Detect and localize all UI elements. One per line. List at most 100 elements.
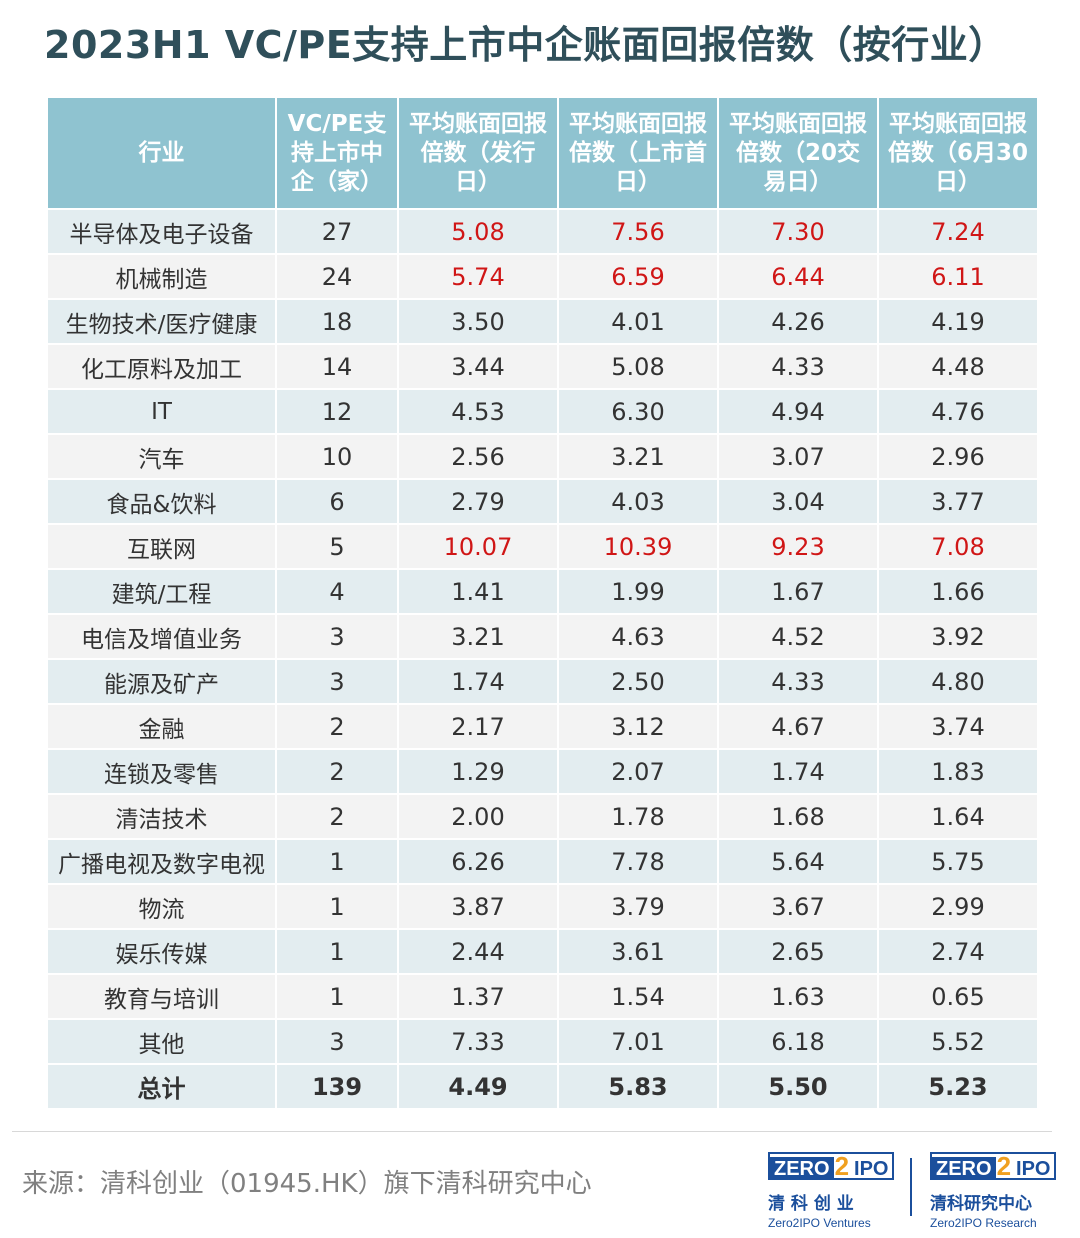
return-multiple-cell: 2.56: [399, 435, 557, 478]
table-header-row: 行业 VC/PE支持上市中企（家） 平均账面回报倍数（发行日） 平均账面回报倍数…: [48, 98, 1037, 208]
company-count-cell: 14: [277, 345, 397, 388]
return-multiple-cell: 1.63: [719, 975, 877, 1018]
return-multiple-cell: 0.65: [879, 975, 1037, 1018]
total-value-cell: 5.50: [719, 1065, 877, 1108]
company-count-cell: 24: [277, 255, 397, 298]
industry-cell: 其他: [48, 1020, 275, 1063]
industry-cell: 清洁技术: [48, 795, 275, 838]
return-multiple-cell: 3.44: [399, 345, 557, 388]
company-count-cell: 1: [277, 840, 397, 883]
return-multiple-cell: 1.67: [719, 570, 877, 613]
return-multiple-cell: 7.33: [399, 1020, 557, 1063]
return-multiple-cell: 6.11: [879, 255, 1037, 298]
return-multiple-cell: 4.76: [879, 390, 1037, 433]
total-value-cell: 5.23: [879, 1065, 1037, 1108]
return-multiple-cell: 4.33: [719, 345, 877, 388]
return-multiple-cell: 4.48: [879, 345, 1037, 388]
footer-divider: [12, 1131, 1052, 1132]
return-multiple-cell: 3.07: [719, 435, 877, 478]
industry-cell: 食品&饮料: [48, 480, 275, 523]
return-multiple-cell: 1.64: [879, 795, 1037, 838]
industry-cell: 广播电视及数字电视: [48, 840, 275, 883]
return-multiple-cell: 3.87: [399, 885, 557, 928]
industry-cell: 互联网: [48, 525, 275, 568]
total-value-cell: 5.83: [559, 1065, 717, 1108]
return-multiple-cell: 4.94: [719, 390, 877, 433]
company-count-cell: 4: [277, 570, 397, 613]
return-multiple-cell: 6.44: [719, 255, 877, 298]
header-return-issue-date: 平均账面回报倍数（发行日）: [399, 98, 557, 208]
source-note: 来源：清科创业（01945.HK）旗下清科研究中心: [22, 1169, 592, 1199]
return-multiple-cell: 4.63: [559, 615, 717, 658]
return-multiple-cell: 2.17: [399, 705, 557, 748]
header-return-first-day: 平均账面回报倍数（上市首日）: [559, 98, 717, 208]
total-value-cell: 139: [277, 1065, 397, 1108]
return-multiple-cell: 1.99: [559, 570, 717, 613]
return-multiple-cell: 6.26: [399, 840, 557, 883]
industry-cell: 机械制造: [48, 255, 275, 298]
header-industry: 行业: [48, 98, 275, 208]
return-multiple-cell: 1.74: [399, 660, 557, 703]
return-multiple-cell: 4.26: [719, 300, 877, 343]
return-multiple-cell: 3.92: [879, 615, 1037, 658]
return-multiple-cell: 4.52: [719, 615, 877, 658]
industry-cell: 连锁及零售: [48, 750, 275, 793]
table-row: 金融 2 2.17 3.12 4.67 3.74: [48, 705, 1037, 748]
return-multiple-cell: 3.77: [879, 480, 1037, 523]
table-row: 教育与培训 1 1.37 1.54 1.63 0.65: [48, 975, 1037, 1018]
company-count-cell: 3: [277, 615, 397, 658]
table-row: 机械制造 24 5.74 6.59 6.44 6.11: [48, 255, 1037, 298]
return-multiple-cell: 5.74: [399, 255, 557, 298]
return-multiple-cell: 2.07: [559, 750, 717, 793]
industry-cell: 娱乐传媒: [48, 930, 275, 973]
table-row: 广播电视及数字电视 1 6.26 7.78 5.64 5.75: [48, 840, 1037, 883]
industry-cell: 建筑/工程: [48, 570, 275, 613]
company-count-cell: 2: [277, 795, 397, 838]
return-multiple-cell: 2.96: [879, 435, 1037, 478]
total-value-cell: 4.49: [399, 1065, 557, 1108]
table-row: 能源及矿产 3 1.74 2.50 4.33 4.80: [48, 660, 1037, 703]
company-count-cell: 1: [277, 975, 397, 1018]
company-count-cell: 6: [277, 480, 397, 523]
zero2ipo-brand-mark: ZERO 2 IPO: [768, 1152, 895, 1180]
return-multiple-cell: 4.80: [879, 660, 1037, 703]
return-multiple-cell: 2.99: [879, 885, 1037, 928]
return-multiple-cell: 5.75: [879, 840, 1037, 883]
industry-cell: 化工原料及加工: [48, 345, 275, 388]
total-label-cell: 总计: [48, 1065, 275, 1108]
return-multiple-cell: 7.01: [559, 1020, 717, 1063]
return-multiple-cell: 4.01: [559, 300, 717, 343]
return-multiple-cell: 1.68: [719, 795, 877, 838]
return-multiple-cell: 3.12: [559, 705, 717, 748]
return-multiple-cell: 1.74: [719, 750, 877, 793]
zero2ipo-research-logo: ZERO 2 IPO 清科研究中心 Zero2IPO Research: [930, 1152, 1057, 1230]
industry-cell: 电信及增值业务: [48, 615, 275, 658]
return-multiple-cell: 7.08: [879, 525, 1037, 568]
return-multiple-cell: 6.59: [559, 255, 717, 298]
return-multiple-cell: 4.19: [879, 300, 1037, 343]
return-multiple-cell: 6.18: [719, 1020, 877, 1063]
return-multiple-cell: 2.65: [719, 930, 877, 973]
returns-table: 行业 VC/PE支持上市中企（家） 平均账面回报倍数（发行日） 平均账面回报倍数…: [46, 96, 1039, 1110]
table-row: 其他 3 7.33 7.01 6.18 5.52: [48, 1020, 1037, 1063]
return-multiple-cell: 5.64: [719, 840, 877, 883]
return-multiple-cell: 2.74: [879, 930, 1037, 973]
return-multiple-cell: 10.39: [559, 525, 717, 568]
logo-divider: [910, 1158, 912, 1216]
table-row: 建筑/工程 4 1.41 1.99 1.67 1.66: [48, 570, 1037, 613]
industry-cell: 能源及矿产: [48, 660, 275, 703]
zero2ipo-brand-mark: ZERO 2 IPO: [930, 1152, 1057, 1180]
table-row: IT 12 4.53 6.30 4.94 4.76: [48, 390, 1037, 433]
industry-cell: 半导体及电子设备: [48, 210, 275, 253]
logo-english-name: Zero2IPO Research: [930, 1216, 1037, 1230]
table-row: 连锁及零售 2 1.29 2.07 1.74 1.83: [48, 750, 1037, 793]
industry-cell: IT: [48, 390, 275, 433]
return-multiple-cell: 2.00: [399, 795, 557, 838]
company-count-cell: 3: [277, 660, 397, 703]
return-multiple-cell: 6.30: [559, 390, 717, 433]
table-row: 物流 1 3.87 3.79 3.67 2.99: [48, 885, 1037, 928]
return-multiple-cell: 3.74: [879, 705, 1037, 748]
header-company-count: VC/PE支持上市中企（家）: [277, 98, 397, 208]
header-return-20-trading-days: 平均账面回报倍数（20交易日）: [719, 98, 877, 208]
table-row: 食品&饮料 6 2.79 4.03 3.04 3.77: [48, 480, 1037, 523]
